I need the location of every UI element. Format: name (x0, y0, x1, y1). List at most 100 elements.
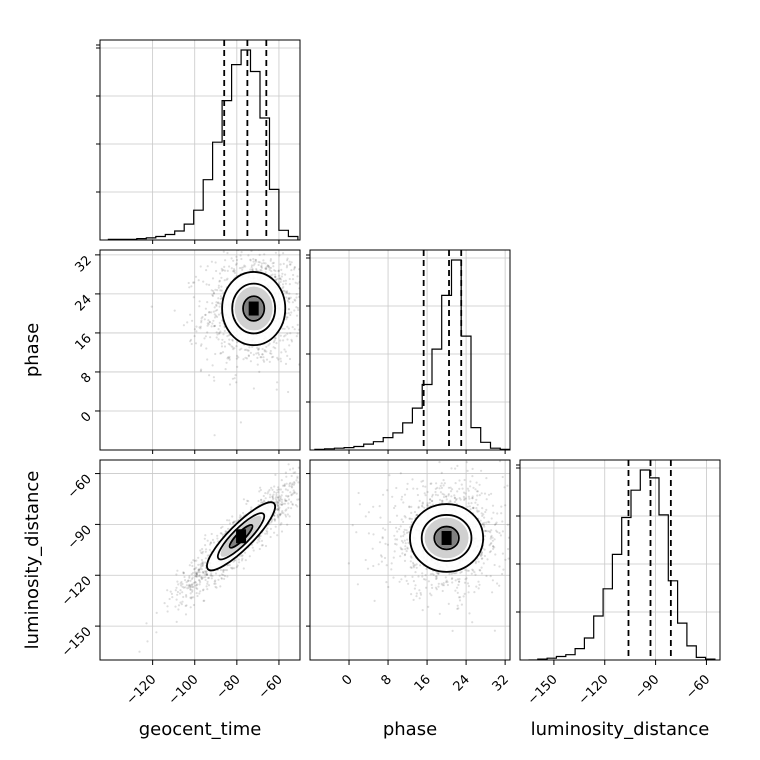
scatter-point (426, 490, 429, 494)
scatter-point (287, 502, 290, 505)
scatter-point (254, 260, 257, 263)
scatter-point (249, 360, 252, 363)
scatter-point (228, 564, 231, 567)
scatter-point (448, 573, 451, 576)
scatter-point (296, 475, 299, 478)
y-axis-label-phase: phase (22, 323, 43, 377)
scatter-point (438, 612, 441, 616)
scatter-point (199, 344, 203, 347)
scatter-point (408, 505, 411, 508)
scatter-point (273, 485, 276, 488)
scatter-point (289, 468, 292, 471)
scatter-point (458, 577, 461, 581)
scatter-point (196, 587, 199, 591)
scatter-point (491, 539, 494, 542)
scatter-point (272, 498, 275, 501)
scatter-point (219, 297, 222, 300)
scatter-point (467, 585, 470, 588)
scatter-point (190, 573, 193, 576)
scatter-point (468, 505, 471, 508)
scatter-point (257, 351, 260, 354)
scatter-point (453, 500, 456, 504)
scatter-point (194, 342, 198, 345)
scatter-point (447, 494, 450, 497)
scatter-point (233, 377, 236, 380)
scatter-point (498, 531, 501, 535)
scatter-point (270, 352, 273, 355)
scatter-point (220, 297, 223, 300)
scatter-point (494, 522, 497, 526)
scatter-point (189, 606, 192, 609)
scatter-point (195, 559, 198, 562)
scatter-point (279, 277, 282, 280)
scatter-point (274, 473, 277, 476)
scatter-point (491, 504, 495, 507)
histogram-phase (314, 259, 510, 450)
scatter-point (495, 529, 498, 532)
scatter-point (286, 513, 289, 516)
scatter-point (199, 325, 202, 328)
scatter-point (399, 472, 402, 475)
scatter-point (280, 503, 283, 506)
scatter-point (276, 508, 279, 511)
scatter-point (412, 563, 415, 566)
scatter-point (256, 356, 259, 359)
scatter-point (211, 302, 214, 305)
scatter-point (260, 269, 263, 272)
scatter-point (297, 328, 300, 331)
scatter-point (381, 536, 384, 539)
scatter-point (297, 498, 300, 501)
scatter-point (240, 251, 243, 254)
scatter-point (284, 291, 287, 294)
scatter-point (173, 309, 176, 312)
scatter-point (419, 593, 423, 596)
scatter-point (493, 629, 496, 632)
scatter-point (200, 568, 203, 571)
scatter-point (208, 548, 211, 552)
scatter-point (414, 584, 417, 587)
scatter-point (226, 269, 229, 272)
scatter-point (247, 349, 250, 352)
scatter-point (194, 567, 197, 570)
scatter-point (184, 604, 187, 608)
scatter-point (262, 356, 265, 359)
scatter-point (276, 515, 279, 518)
scatter-point (195, 572, 199, 576)
scatter-point (224, 568, 227, 572)
scatter-point (238, 516, 241, 519)
scatter-point (282, 502, 285, 505)
scatter-point (214, 579, 217, 582)
scatter-point (265, 267, 268, 270)
scatter-point (223, 265, 226, 268)
scatter-point (489, 550, 492, 553)
scatter-point (223, 574, 227, 578)
scatter-point (218, 305, 221, 308)
scatter-point (504, 504, 507, 507)
scatter-point (217, 338, 220, 341)
scatter-point (483, 548, 486, 551)
scatter-point (287, 308, 291, 311)
scatter-point (284, 513, 287, 516)
contour-outer (206, 501, 277, 572)
scatter-point (280, 268, 283, 271)
scatter-point (189, 586, 192, 589)
scatter-point (246, 349, 249, 352)
scatter-point (223, 345, 227, 348)
scatter-point (265, 345, 268, 348)
scatter-point (293, 491, 296, 494)
scatter-point (222, 268, 225, 272)
scatter-point (200, 317, 203, 320)
scatter-point (185, 604, 188, 607)
scatter-point (189, 584, 192, 587)
scatter-point (405, 531, 408, 535)
scatter-point (500, 512, 503, 515)
scatter-point (195, 573, 199, 576)
scatter-point (284, 499, 288, 502)
scatter-point (286, 316, 289, 319)
scatter-point (490, 541, 493, 545)
scatter-point (185, 581, 188, 584)
scatter-point (450, 577, 453, 581)
scatter-point (188, 576, 191, 579)
scatter-point (214, 309, 217, 312)
marks-layer (107, 40, 716, 660)
